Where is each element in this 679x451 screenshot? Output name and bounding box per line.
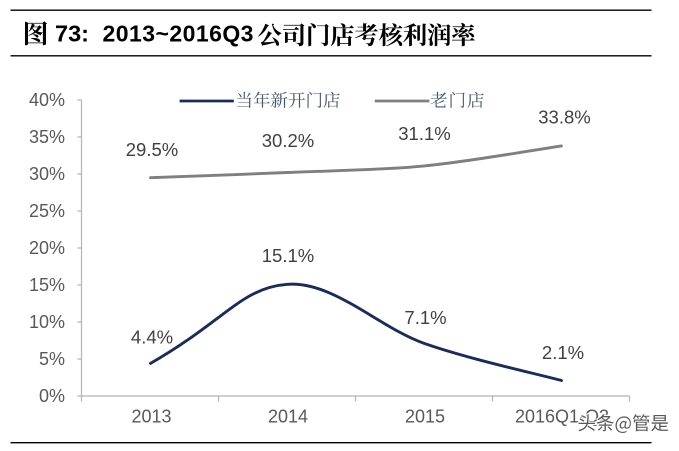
svg-text:2013~2016Q3: 2013~2016Q3	[103, 21, 254, 47]
svg-text:10%: 10%	[29, 312, 65, 332]
svg-text:35%: 35%	[29, 127, 65, 147]
svg-text:15.1%: 15.1%	[262, 245, 314, 266]
svg-text:33.8%: 33.8%	[538, 106, 590, 127]
svg-text:31.1%: 31.1%	[398, 123, 450, 144]
svg-text:2013: 2013	[131, 407, 171, 427]
svg-text:5%: 5%	[39, 349, 65, 369]
svg-text:73:: 73:	[55, 21, 89, 47]
svg-text:25%: 25%	[29, 201, 65, 221]
svg-text:30.2%: 30.2%	[262, 130, 314, 151]
svg-text:2.1%: 2.1%	[542, 342, 584, 363]
svg-text:30%: 30%	[29, 164, 65, 184]
svg-text:15%: 15%	[29, 275, 65, 295]
svg-text:20%: 20%	[29, 238, 65, 258]
svg-text:0%: 0%	[39, 386, 65, 406]
svg-text:29.5%: 29.5%	[126, 139, 178, 160]
svg-text:40%: 40%	[29, 90, 65, 110]
svg-text:7.1%: 7.1%	[404, 307, 446, 328]
svg-text:2015: 2015	[405, 407, 445, 427]
svg-text:2016Q1-Q3: 2016Q1-Q3	[515, 407, 609, 427]
svg-text:2014: 2014	[268, 407, 308, 427]
svg-text:4.4%: 4.4%	[131, 326, 173, 347]
